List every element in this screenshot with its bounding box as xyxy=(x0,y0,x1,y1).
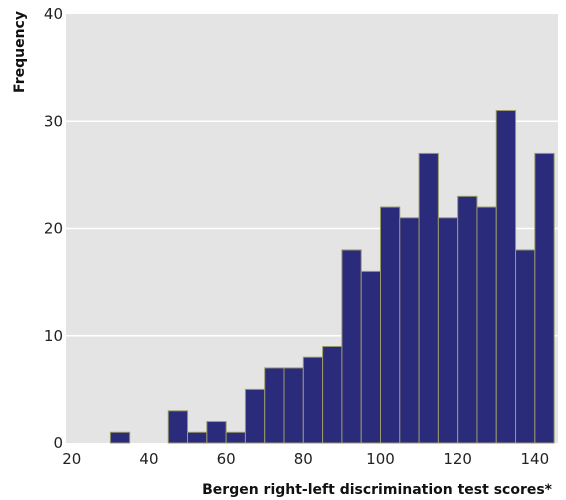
histogram-bar xyxy=(264,367,285,444)
y-tick-label: 0 xyxy=(53,434,63,452)
x-tick-label: 100 xyxy=(366,450,395,468)
x-axis-title: Bergen right-left discrimination test sc… xyxy=(202,482,553,498)
y-axis-title: Frequency xyxy=(12,11,28,93)
y-tick-label: 30 xyxy=(44,112,63,130)
histogram-bar xyxy=(437,217,459,444)
x-tick-label: 20 xyxy=(62,450,81,468)
histogram-bar xyxy=(244,388,266,444)
x-tick-label: 140 xyxy=(521,450,550,468)
y-tick-label: 40 xyxy=(44,5,63,23)
y-tick-label: 20 xyxy=(44,220,63,238)
x-axis-ticks: 20 40 60 80 100 120 140 xyxy=(62,450,549,468)
histogram-bar xyxy=(302,356,324,444)
x-tick-label: 80 xyxy=(294,450,313,468)
histogram-bar xyxy=(515,249,536,444)
y-tick-label: 10 xyxy=(44,327,63,345)
histogram-bar xyxy=(283,367,304,444)
histogram-bar xyxy=(534,152,555,444)
y-axis-ticks: 0 10 20 30 40 xyxy=(44,5,63,452)
histogram-bars xyxy=(109,110,555,444)
histogram-bar xyxy=(476,206,497,444)
histogram-bar xyxy=(206,421,227,444)
histogram-bar xyxy=(379,206,401,444)
x-tick-label: 120 xyxy=(443,450,472,468)
histogram-bar xyxy=(495,110,517,444)
histogram-bar xyxy=(167,410,189,444)
x-tick-label: 60 xyxy=(217,450,236,468)
histogram-bar xyxy=(187,431,208,444)
histogram-bar xyxy=(322,345,343,444)
histogram-bar xyxy=(399,217,420,444)
histogram-bar xyxy=(109,431,131,444)
histogram-bar xyxy=(225,431,246,444)
histogram-bar xyxy=(360,270,381,444)
histogram-bar xyxy=(457,195,478,444)
histogram-bar xyxy=(418,152,439,444)
x-tick-label: 40 xyxy=(139,450,158,468)
histogram-bar xyxy=(341,249,362,444)
